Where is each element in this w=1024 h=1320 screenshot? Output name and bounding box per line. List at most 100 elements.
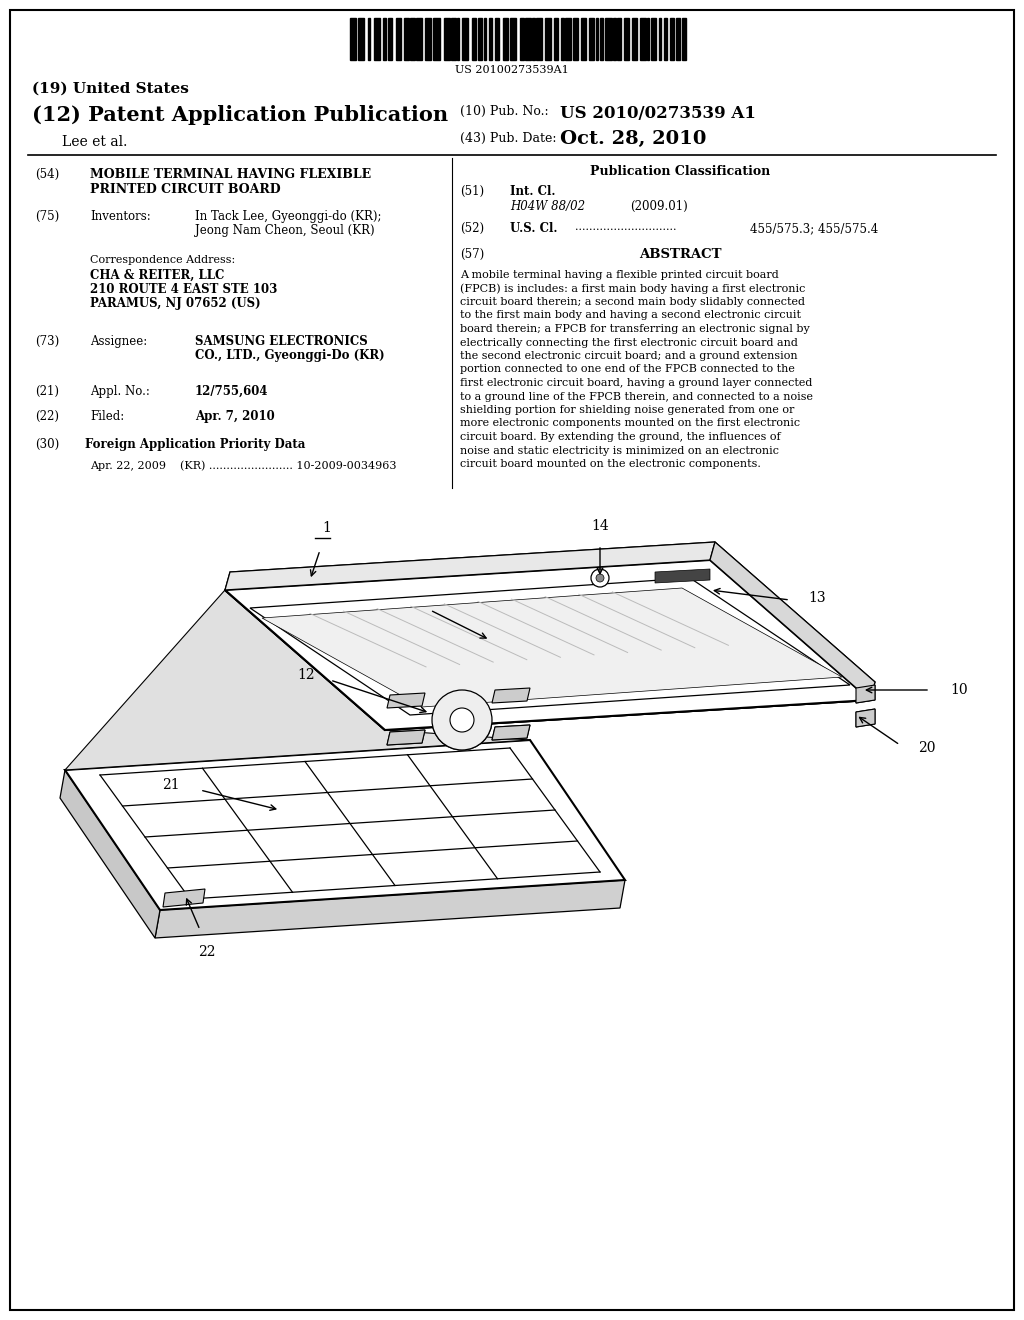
Polygon shape (60, 770, 160, 939)
Text: MOBILE TERMINAL HAVING FLEXIBLE: MOBILE TERMINAL HAVING FLEXIBLE (90, 168, 371, 181)
Text: noise and static electricity is minimized on an electronic: noise and static electricity is minimize… (460, 446, 779, 455)
Bar (374, 18, 380, 59)
Bar (647, 18, 649, 59)
Text: CHA & REITER, LLC: CHA & REITER, LLC (90, 269, 224, 282)
Text: Jeong Nam Cheon, Seoul (KR): Jeong Nam Cheon, Seoul (KR) (195, 224, 375, 238)
Text: 20: 20 (918, 741, 936, 755)
Bar (537, 18, 543, 59)
Bar (573, 18, 578, 59)
Text: Correspondence Address:: Correspondence Address: (90, 255, 236, 265)
Polygon shape (163, 888, 205, 907)
Text: Oct. 28, 2010: Oct. 28, 2010 (560, 129, 707, 148)
Circle shape (596, 574, 604, 582)
Text: 12: 12 (297, 668, 315, 682)
Bar (395, 18, 401, 59)
Text: (19) United States: (19) United States (32, 82, 188, 96)
Bar (383, 18, 386, 59)
Circle shape (591, 569, 609, 587)
Text: (52): (52) (460, 222, 484, 235)
Bar (425, 18, 431, 59)
Polygon shape (387, 730, 425, 744)
Text: Appl. No.:: Appl. No.: (90, 385, 150, 399)
Circle shape (450, 708, 474, 733)
Polygon shape (856, 685, 874, 704)
Text: circuit board mounted on the electronic components.: circuit board mounted on the electronic … (460, 459, 761, 469)
Text: .............................: ............................. (575, 222, 677, 232)
Polygon shape (387, 693, 425, 708)
Polygon shape (387, 693, 425, 708)
Circle shape (432, 690, 492, 750)
Bar (596, 18, 598, 59)
Text: PARAMUS, NJ 07652 (US): PARAMUS, NJ 07652 (US) (90, 297, 261, 310)
Bar (388, 18, 392, 59)
Text: circuit board. By extending the ground, the influences of: circuit board. By extending the ground, … (460, 432, 780, 442)
Bar (411, 18, 415, 59)
Bar (358, 18, 365, 59)
Polygon shape (250, 578, 850, 715)
Text: (73): (73) (35, 335, 59, 348)
Circle shape (432, 690, 492, 750)
Text: 1: 1 (323, 521, 332, 535)
Polygon shape (492, 725, 530, 741)
Polygon shape (65, 590, 530, 770)
Polygon shape (856, 709, 874, 727)
Bar (472, 18, 476, 59)
Bar (483, 18, 486, 59)
Text: (54): (54) (35, 168, 59, 181)
Bar (561, 18, 564, 59)
Bar (613, 18, 615, 59)
Bar (433, 18, 440, 59)
Text: (12) Patent Application Publication: (12) Patent Application Publication (32, 106, 449, 125)
Polygon shape (710, 543, 874, 700)
Text: to the first main body and having a second electronic circuit: to the first main body and having a seco… (460, 310, 801, 321)
Text: portion connected to one end of the FPCB connected to the: portion connected to one end of the FPCB… (460, 364, 795, 375)
Text: (30): (30) (35, 438, 59, 451)
Text: SAMSUNG ELECTRONICS: SAMSUNG ELECTRONICS (195, 335, 368, 348)
Bar (525, 18, 530, 59)
Text: (2009.01): (2009.01) (630, 201, 688, 213)
Bar (658, 18, 662, 59)
Text: board therein; a FPCB for transferring an electronic signal by: board therein; a FPCB for transferring a… (460, 323, 810, 334)
Text: first electronic circuit board, having a ground layer connected: first electronic circuit board, having a… (460, 378, 812, 388)
Bar (682, 18, 686, 59)
Bar (617, 18, 621, 59)
Bar (463, 18, 468, 59)
Text: more electronic components mounted on the first electronic: more electronic components mounted on th… (460, 418, 800, 429)
Text: Foreign Application Priority Data: Foreign Application Priority Data (85, 438, 305, 451)
Polygon shape (710, 543, 874, 700)
Bar (640, 18, 646, 59)
Polygon shape (262, 587, 842, 708)
Text: Assignee:: Assignee: (90, 335, 147, 348)
Polygon shape (856, 709, 874, 727)
Polygon shape (155, 880, 625, 939)
Polygon shape (262, 587, 842, 708)
Text: 11: 11 (400, 598, 418, 612)
Polygon shape (65, 741, 625, 909)
Polygon shape (225, 560, 870, 730)
Bar (600, 18, 603, 59)
Bar (452, 18, 456, 59)
Bar (664, 18, 667, 59)
Text: U.S. Cl.: U.S. Cl. (510, 222, 557, 235)
Text: circuit board therein; a second main body slidably connected: circuit board therein; a second main bod… (460, 297, 805, 308)
Text: (51): (51) (460, 185, 484, 198)
Text: 10: 10 (950, 682, 968, 697)
Text: Filed:: Filed: (90, 411, 124, 422)
Bar (565, 18, 570, 59)
Bar (457, 18, 460, 59)
Text: electrically connecting the first electronic circuit board and: electrically connecting the first electr… (460, 338, 798, 347)
Bar (589, 18, 594, 59)
Bar (624, 18, 629, 59)
Text: 13: 13 (808, 591, 825, 605)
Text: PRINTED CIRCUIT BOARD: PRINTED CIRCUIT BOARD (90, 183, 281, 195)
Text: In Tack Lee, Gyeonggi-do (KR);: In Tack Lee, Gyeonggi-do (KR); (195, 210, 382, 223)
Polygon shape (387, 730, 425, 744)
Text: 210 ROUTE 4 EAST STE 103: 210 ROUTE 4 EAST STE 103 (90, 282, 278, 296)
Text: 12/755,604: 12/755,604 (195, 385, 268, 399)
Bar (676, 18, 680, 59)
Polygon shape (655, 569, 710, 583)
Circle shape (450, 708, 474, 733)
Text: 455/575.3; 455/575.4: 455/575.3; 455/575.4 (750, 222, 879, 235)
Text: CO., LTD., Gyeonggi-Do (KR): CO., LTD., Gyeonggi-Do (KR) (195, 348, 385, 362)
Text: 22: 22 (198, 945, 215, 960)
